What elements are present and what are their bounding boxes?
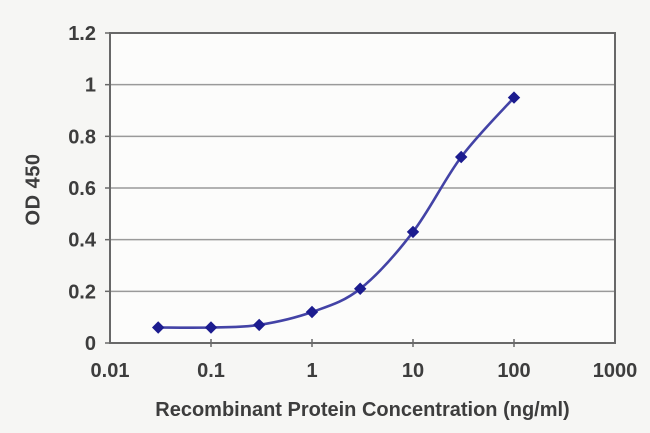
- data-point-marker-100: [507, 91, 521, 104]
- y-tick-label: 0.6: [68, 178, 96, 200]
- x-tick-label: 1: [306, 360, 317, 382]
- y-tick-label: 0: [85, 333, 96, 355]
- x-tick-label: 1000: [593, 360, 638, 382]
- plot-border: [109, 32, 616, 344]
- data-point-marker-1: [305, 305, 319, 319]
- y-tick-label: 1.2: [68, 23, 96, 45]
- x-axis-title: Recombinant Protein Concentration (ng/ml…: [155, 399, 570, 421]
- data-point-marker-0.3: [252, 318, 266, 332]
- x-tick-label: 10: [402, 360, 424, 382]
- y-axis-title: OD 450: [22, 153, 45, 226]
- data-point-marker-30: [454, 150, 468, 164]
- data-point-marker-0.03: [151, 321, 165, 334]
- data-point-marker-0.1: [204, 321, 218, 334]
- data-point-marker-10: [406, 225, 420, 239]
- y-tick-label: 0.8: [68, 126, 96, 148]
- y-tick-label: 0.4: [68, 230, 97, 252]
- x-tick-label: 100: [497, 360, 530, 382]
- x-tick-label: 0.01: [91, 360, 130, 382]
- data-point-marker-3: [353, 282, 367, 295]
- y-tick-label: 1: [85, 75, 96, 97]
- y-tick-label: 0.2: [68, 281, 96, 303]
- x-tick-label: 0.1: [197, 360, 225, 382]
